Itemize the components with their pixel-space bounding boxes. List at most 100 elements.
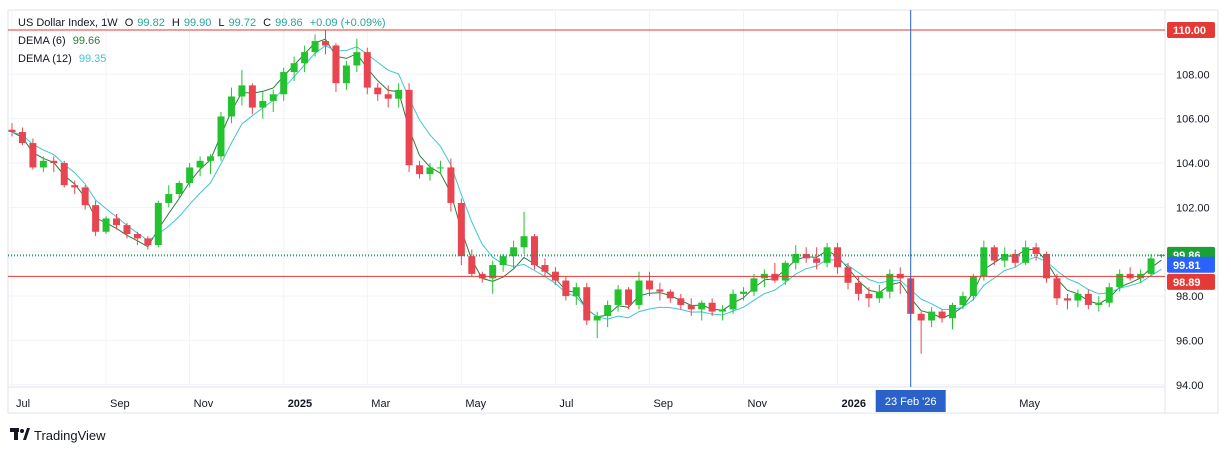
candle-body [8,129,16,132]
candle-body [1043,253,1051,279]
candle-body [18,131,26,144]
candle-body [374,87,382,95]
candle-body [708,302,716,312]
candle-body [102,218,110,232]
x-tick-label: 2025 [288,398,312,410]
candle-body [248,85,256,108]
tradingview-brand[interactable]: TradingView [10,427,106,443]
candle-body [1063,298,1071,301]
dema-12-line [11,45,1162,320]
grid [7,9,1219,414]
low-value: 99.72 [228,17,257,29]
support-price-label: 98.89 [1173,277,1201,289]
tradingview-logo-icon [10,427,30,443]
candle-body [186,167,194,183]
candle-body [854,282,862,294]
x-tick-label: Jul [559,398,573,410]
x-tick-label: Nov [194,398,214,410]
candle-body [311,41,319,53]
y-tick-label: 94.00 [1176,380,1204,392]
x-tick-label: Jul [16,398,30,410]
axes: 94.0096.0098.00100.00102.00104.00106.001… [16,69,1210,410]
candle-body [875,291,883,299]
candle-body [301,52,309,64]
close-value: 99.86 [275,17,303,29]
y-tick-label: 106.00 [1176,114,1210,126]
candle-body [468,256,476,274]
candle-body [238,85,246,97]
candle-body [217,116,225,157]
candle-body [614,289,622,305]
candle-body [541,265,549,272]
crosshair-date-label: 23 Feb '26 [885,396,937,408]
candle-body [562,280,570,297]
candle-body [81,187,89,206]
tradingview-name: TradingView [34,427,106,443]
legend-ohlc: US Dollar Index, 1W O 99.82 H 99.90 L 99.72… [18,17,390,29]
candle-body [71,185,79,188]
dema6-value: 99.66 [72,35,101,47]
close-key: C [263,17,272,29]
x-tick-label: Mar [371,398,390,410]
x-tick-label: 2026 [842,398,866,410]
support-price-badge [1167,273,1215,290]
candle-body [60,163,68,186]
candle-body [844,267,852,283]
candle-body [865,293,873,299]
candle-body [781,262,789,281]
candle-body [886,273,894,292]
high-key: H [171,17,180,29]
candle-body [426,167,434,175]
candle-body [520,236,528,248]
x-tick-label: Nov [748,398,768,410]
candle-body [990,247,998,261]
candle-body [980,247,988,277]
candle-body [165,194,173,203]
open-value: 99.82 [137,17,165,29]
symbol-label: US Dollar Index, 1W [18,17,118,29]
dema12-label: DEMA (12) [18,53,72,65]
candle-body [959,296,967,305]
candle-body [928,311,936,321]
candle-body [531,236,538,266]
candle-body [1105,287,1113,303]
dema-lines [11,38,1162,320]
x-tick-label: May [465,398,486,410]
candle-body [447,167,455,203]
candle-body [938,311,946,319]
candle-body [1147,258,1155,274]
candle-body [687,304,695,310]
candle-body [1032,247,1040,254]
candle-body [771,273,779,281]
candle-body [719,309,727,312]
candle-body [457,202,465,257]
x-tick-label: May [1019,398,1040,410]
candle-body [635,280,643,305]
candle-body [405,89,413,166]
crosshair-date-badge [875,390,946,412]
candle-body [113,218,120,226]
y-tick-label: 98.00 [1176,291,1204,303]
candle-body [969,276,977,297]
dema6-label: DEMA (6) [18,35,66,47]
legend-dema6[interactable]: DEMA (6) 99.66 [18,35,104,47]
candle-body [729,293,737,310]
candle-body [593,316,601,321]
candle-body [1074,293,1082,301]
candle-body [322,41,329,46]
legend-dema12[interactable]: DEMA (12) 99.35 [18,53,110,65]
candle-body [259,100,267,108]
candle-body [395,89,403,99]
y-tick-label: 108.00 [1176,69,1210,81]
resistance-price-label: 110.00 [1173,25,1206,37]
candle-body [123,225,131,234]
dema-price-badge [1167,256,1215,273]
candle-body [750,278,758,292]
dema-price-label: 99.81 [1173,260,1201,272]
candle-body [1053,278,1061,299]
candle-body [175,182,183,195]
candle-body [436,167,444,169]
candle-body [39,160,47,168]
